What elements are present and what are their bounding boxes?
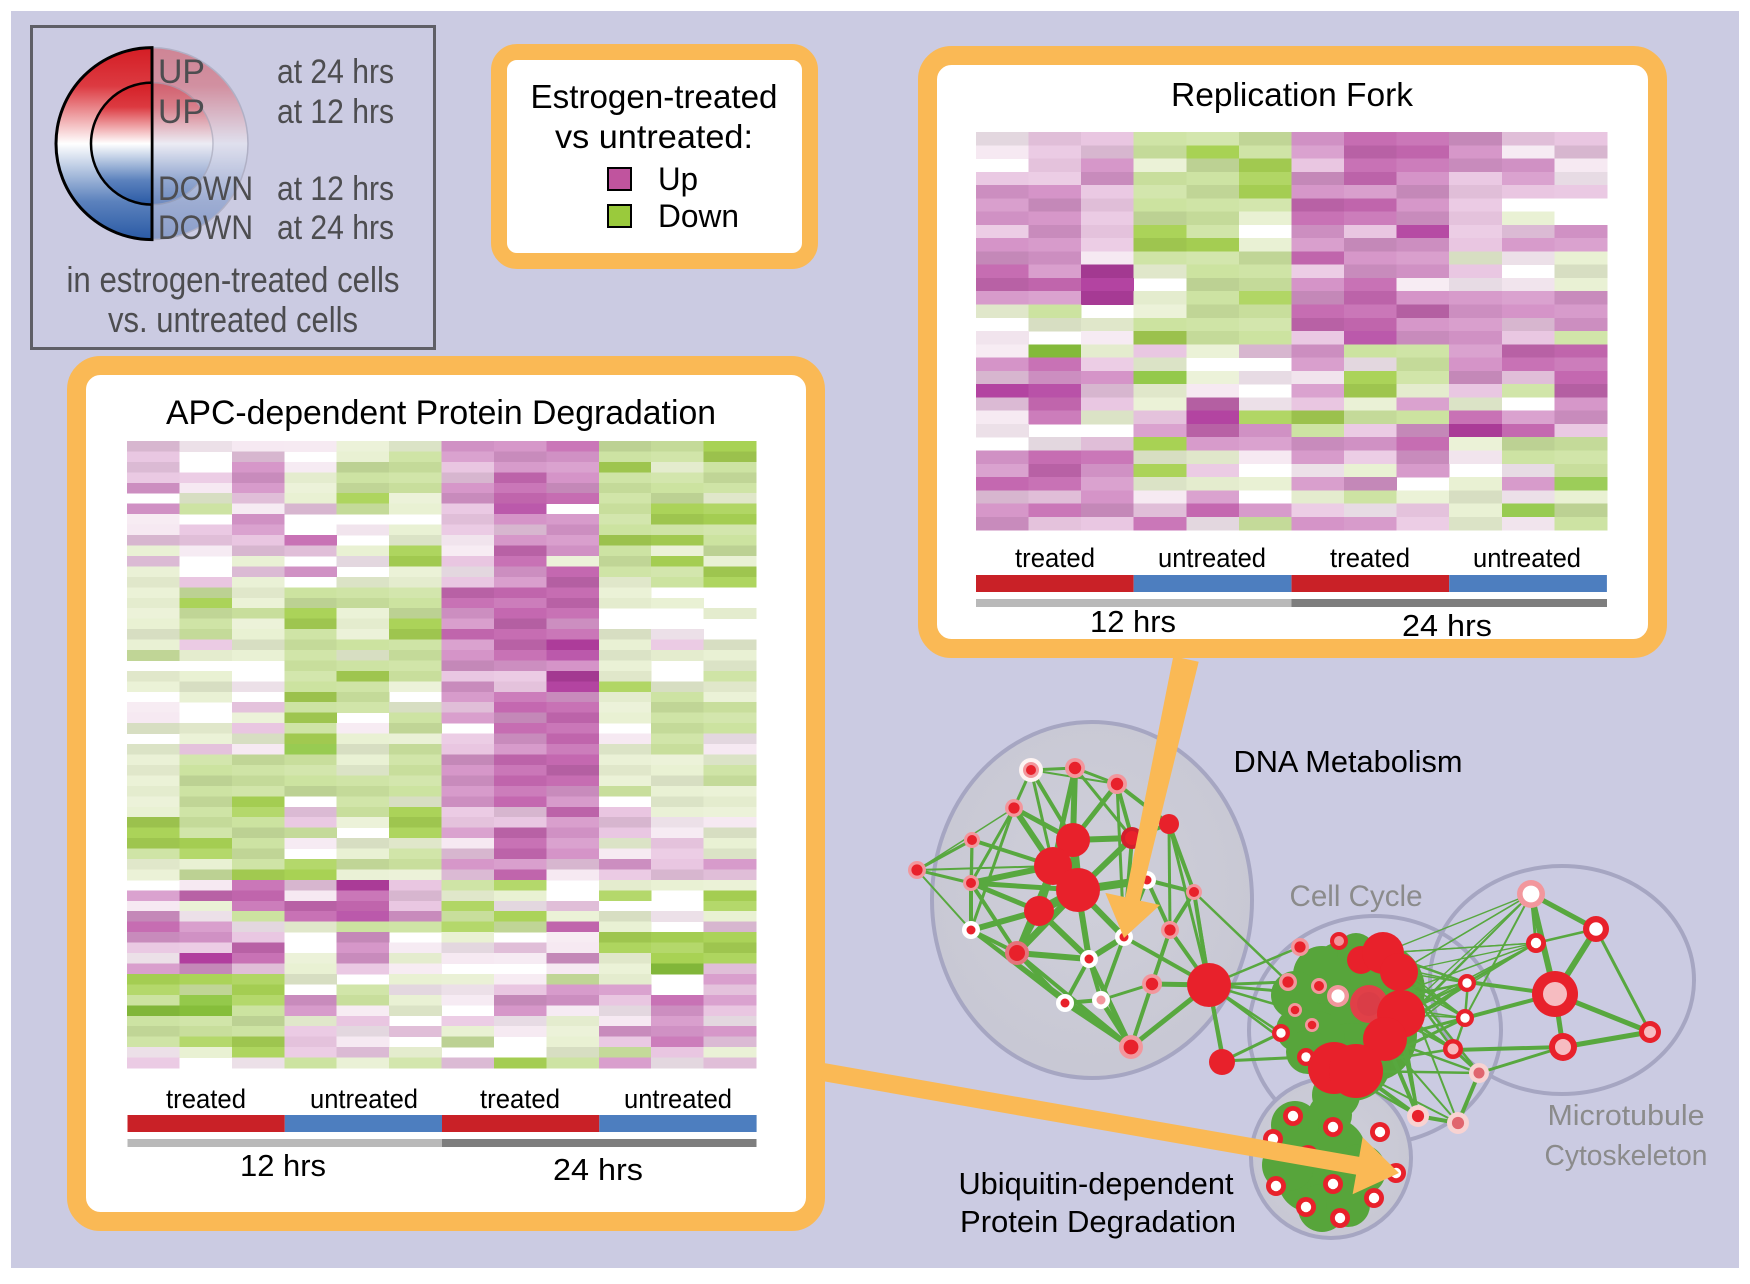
svg-text:at 24 hrs: at 24 hrs — [277, 209, 394, 247]
svg-text:untreated: untreated — [1473, 543, 1581, 573]
svg-text:DOWN: DOWN — [158, 209, 253, 247]
svg-text:treated: treated — [480, 1084, 560, 1114]
svg-text:Up: Up — [658, 161, 698, 197]
svg-text:Ubiquitin-dependent: Ubiquitin-dependent — [959, 1166, 1234, 1201]
svg-text:untreated: untreated — [624, 1084, 732, 1114]
svg-text:Estrogen-treated: Estrogen-treated — [531, 78, 778, 115]
svg-text:12 hrs: 12 hrs — [1090, 604, 1176, 639]
svg-text:UP: UP — [158, 53, 205, 91]
svg-text:DOWN: DOWN — [158, 170, 253, 208]
svg-text:in estrogen-treated cells: in estrogen-treated cells — [67, 259, 400, 300]
svg-text:APC-dependent Protein Degradat: APC-dependent Protein Degradation — [166, 394, 716, 432]
svg-text:Down: Down — [658, 198, 739, 234]
svg-text:12 hrs: 12 hrs — [240, 1148, 326, 1183]
svg-text:24 hrs: 24 hrs — [1402, 608, 1492, 643]
svg-text:treated: treated — [1015, 543, 1095, 573]
svg-text:untreated: untreated — [310, 1084, 418, 1114]
svg-text:at 24 hrs: at 24 hrs — [277, 53, 394, 91]
svg-text:Protein Degradation: Protein Degradation — [960, 1204, 1236, 1239]
svg-text:Cytoskeleton: Cytoskeleton — [1545, 1140, 1708, 1172]
svg-text:24 hrs: 24 hrs — [553, 1152, 643, 1187]
svg-text:vs untreated:: vs untreated: — [555, 118, 753, 155]
svg-text:at 12 hrs: at 12 hrs — [277, 170, 394, 208]
svg-text:DNA Metabolism: DNA Metabolism — [1234, 744, 1463, 779]
svg-text:at 12 hrs: at 12 hrs — [277, 93, 394, 131]
svg-text:treated: treated — [166, 1084, 246, 1114]
svg-text:vs. untreated cells: vs. untreated cells — [108, 299, 358, 340]
svg-text:Microtubule: Microtubule — [1548, 1100, 1705, 1132]
svg-text:treated: treated — [1330, 543, 1410, 573]
svg-text:Cell Cycle: Cell Cycle — [1290, 880, 1423, 913]
svg-text:untreated: untreated — [1158, 543, 1266, 573]
svg-text:UP: UP — [158, 93, 205, 131]
svg-text:Replication Fork: Replication Fork — [1171, 76, 1413, 113]
